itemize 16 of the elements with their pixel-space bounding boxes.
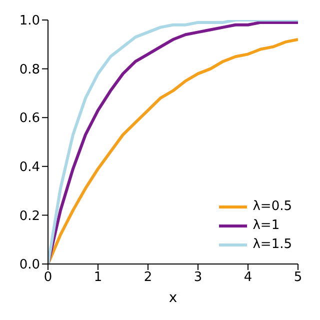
x-axis-title: x bbox=[168, 290, 178, 306]
legend-label: λ=1 bbox=[252, 218, 280, 233]
x-tick-label: 5 bbox=[294, 270, 302, 286]
y-tick-label: 0.6 bbox=[19, 111, 40, 126]
y-tick-label: 1.0 bbox=[19, 14, 40, 29]
legend-label: λ=1.5 bbox=[252, 237, 292, 252]
y-tick-label: 0.0 bbox=[19, 258, 40, 273]
legend-label: λ=0.5 bbox=[252, 199, 292, 214]
x-tick-label: 4 bbox=[244, 270, 252, 286]
y-tick-label: 0.4 bbox=[19, 160, 40, 176]
y-tick-label: 0.2 bbox=[19, 208, 40, 224]
x-tick-label: 3 bbox=[194, 270, 202, 286]
y-tick-label: 0.8 bbox=[19, 62, 40, 78]
x-tick-label: 0 bbox=[44, 270, 52, 286]
x-tick-label: 1 bbox=[94, 270, 102, 286]
x-tick-label: 2 bbox=[144, 270, 152, 286]
